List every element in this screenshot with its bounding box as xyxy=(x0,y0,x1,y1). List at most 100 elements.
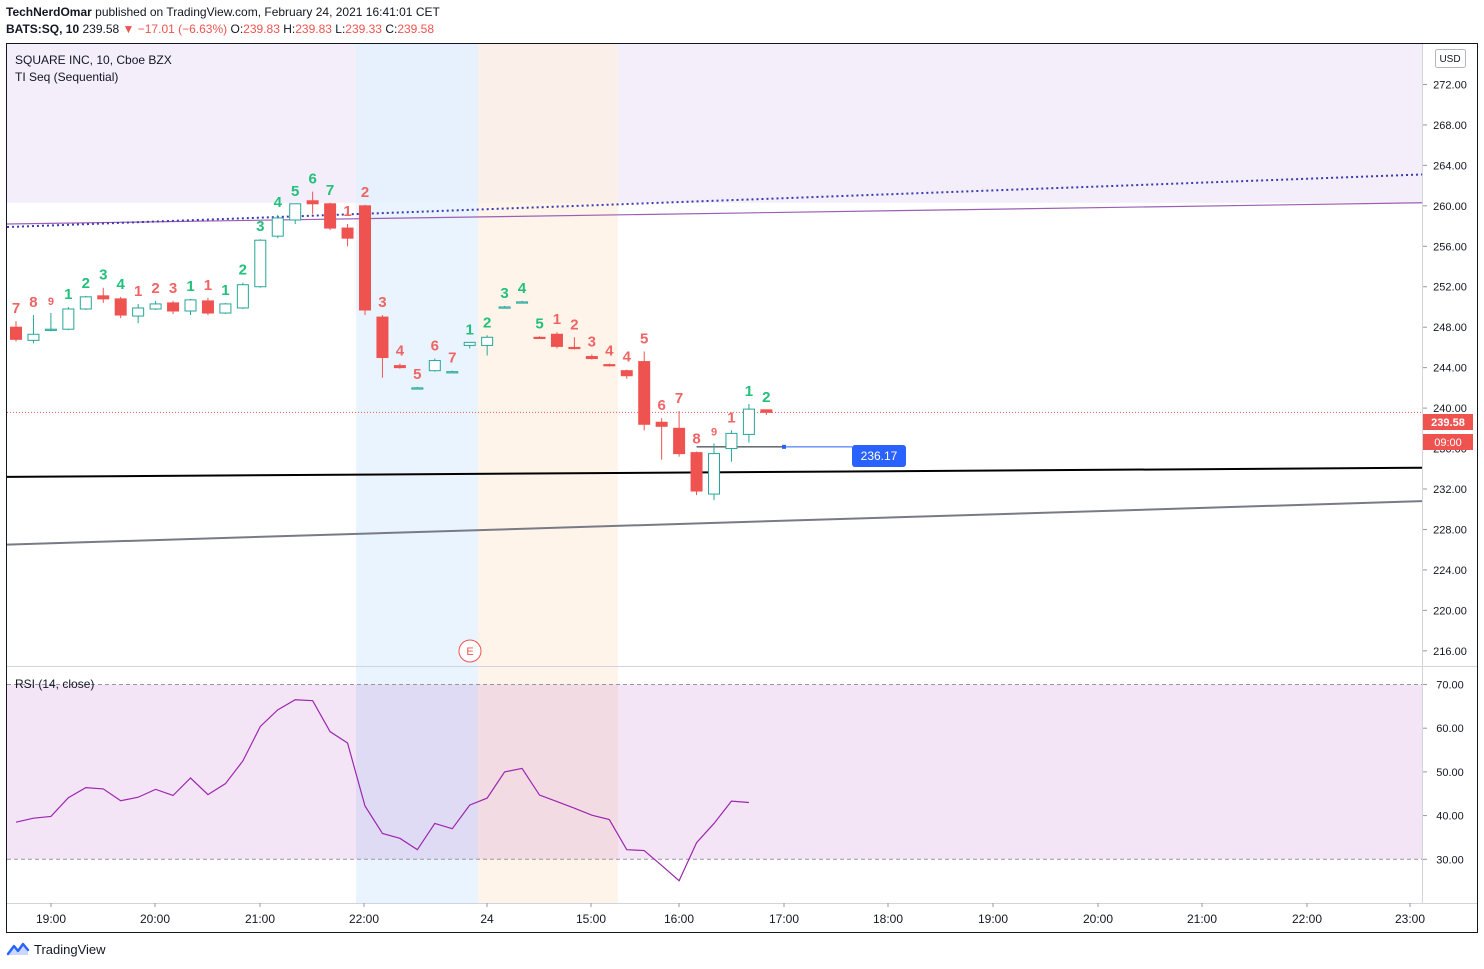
seq-count-label: 4 xyxy=(518,280,527,297)
time-tick-label: 24 xyxy=(480,912,494,926)
last-price: 239.58 xyxy=(82,22,120,36)
candle-body xyxy=(10,326,22,340)
candle-body xyxy=(411,387,424,390)
seq-count-label: 1 xyxy=(134,283,142,300)
candle-body xyxy=(306,200,319,205)
low-label: L: xyxy=(335,22,346,36)
seq-count-label: 7 xyxy=(326,182,334,199)
candle-body xyxy=(550,333,563,347)
seq-count-label: 2 xyxy=(151,280,159,297)
rsi-pane xyxy=(7,666,1477,882)
high-label: H: xyxy=(283,22,296,36)
seq-count-label: 6 xyxy=(431,338,439,355)
candle-body xyxy=(219,303,232,314)
candle-body xyxy=(341,227,354,239)
countdown-value: 09:00 xyxy=(1434,437,1462,449)
rsi-band xyxy=(7,684,1422,860)
rsi-tick-label: 40.00 xyxy=(1436,811,1464,823)
target-price-label[interactable]: 236.17 xyxy=(852,445,906,467)
seq-count-label: 2 xyxy=(483,314,491,331)
candle-body xyxy=(516,301,529,304)
earnings-marker[interactable]: E xyxy=(458,639,482,663)
candle-body xyxy=(690,452,703,492)
seq-count-label: 7 xyxy=(675,390,683,407)
currency-button[interactable]: USD xyxy=(1435,49,1466,68)
seq-count-label: 3 xyxy=(169,280,177,297)
candle-body xyxy=(376,316,389,359)
seq-count-label: 8 xyxy=(29,294,37,311)
time-tick-label: 22:00 xyxy=(1292,912,1322,926)
upper-zone-bg xyxy=(7,44,1422,203)
close-label: C: xyxy=(385,22,398,36)
candle-body xyxy=(132,307,145,317)
low-value: 239.33 xyxy=(345,22,382,36)
axes: 272.00268.00264.00260.00256.00252.00248.… xyxy=(7,44,1477,926)
time-tick-label: 15:00 xyxy=(576,912,606,926)
seq-count-label: 1 xyxy=(745,383,753,400)
seq-count-label: 1 xyxy=(64,286,72,303)
candle-body xyxy=(673,427,686,455)
tradingview-logo-text: TradingView xyxy=(34,941,106,957)
time-tick-label: 22:00 xyxy=(349,912,379,926)
upper-purple-solid-trendline xyxy=(6,202,1423,225)
seq-count-label: 4 xyxy=(274,194,283,211)
seq-count-label: 1 xyxy=(186,278,194,295)
rsi-label: RSI (14, close) xyxy=(15,677,94,691)
gray-lower-trendline xyxy=(6,500,1423,546)
upper-purple-dotted-trendline xyxy=(6,173,1423,229)
countdown-label: 09:00 xyxy=(1423,434,1473,450)
candle-body xyxy=(655,421,668,427)
price-tick-label: 240.00 xyxy=(1433,403,1467,415)
candle-body xyxy=(201,300,214,314)
seq-count-label: 7 xyxy=(448,350,456,367)
seq-count-label: 1 xyxy=(204,277,212,294)
open-label: O: xyxy=(230,22,244,36)
seq-count-label: 5 xyxy=(535,315,543,332)
author-name[interactable]: TechNerdOmar xyxy=(6,5,92,19)
candle-body xyxy=(481,336,494,346)
candle-body xyxy=(324,203,337,229)
candle-body xyxy=(620,370,633,377)
down-arrow-icon: ▼ xyxy=(122,22,135,36)
main-bg xyxy=(7,202,1422,666)
seq-count-label: 2 xyxy=(361,184,369,201)
candle-body xyxy=(254,239,267,288)
candle-body xyxy=(603,364,616,367)
candle-body xyxy=(708,453,720,495)
time-tick-label: 18:00 xyxy=(873,912,903,926)
price-tick-label: 224.00 xyxy=(1433,565,1467,577)
seq-count-label: 2 xyxy=(762,389,770,406)
seq-count-label: 1 xyxy=(466,321,474,338)
seq-count-label: 7 xyxy=(12,300,20,317)
price-tick-label: 228.00 xyxy=(1433,524,1467,536)
seq-count-label: 4 xyxy=(396,343,405,360)
candle-body xyxy=(428,360,441,372)
seq-count-label: 3 xyxy=(256,218,264,235)
seq-count-label: 4 xyxy=(623,349,632,366)
price-tick-label: 244.00 xyxy=(1433,363,1467,375)
candle-body xyxy=(271,217,284,237)
time-tick-label: 17:00 xyxy=(769,912,799,926)
rsi-tick-label: 60.00 xyxy=(1436,723,1464,735)
candle-body xyxy=(79,296,92,310)
last-price-tag: 239.58 xyxy=(1431,417,1465,429)
seq-count-label: 4 xyxy=(117,276,126,293)
last-price-label: 239.58 xyxy=(1423,414,1473,430)
candle-body xyxy=(167,302,180,312)
candle-body xyxy=(27,333,40,341)
time-tick-label: 21:00 xyxy=(245,912,275,926)
price-tick-label: 264.00 xyxy=(1433,160,1467,172)
time-tick-label: 19:00 xyxy=(36,912,66,926)
chart-title: SQUARE INC, 10, Cboe BZX xyxy=(15,53,172,67)
published-info: published on TradingView.com, February 2… xyxy=(95,5,440,19)
indicator-label: TI Seq (Sequential) xyxy=(15,70,118,84)
price-tick-label: 232.00 xyxy=(1433,484,1467,496)
seq-count-label: 3 xyxy=(378,294,386,311)
seq-count-label: 2 xyxy=(570,316,578,333)
tradingview-footer[interactable]: TradingView xyxy=(6,941,106,957)
candle-body xyxy=(289,203,302,221)
currency-label: USD xyxy=(1439,54,1460,65)
candle-body xyxy=(97,295,110,300)
